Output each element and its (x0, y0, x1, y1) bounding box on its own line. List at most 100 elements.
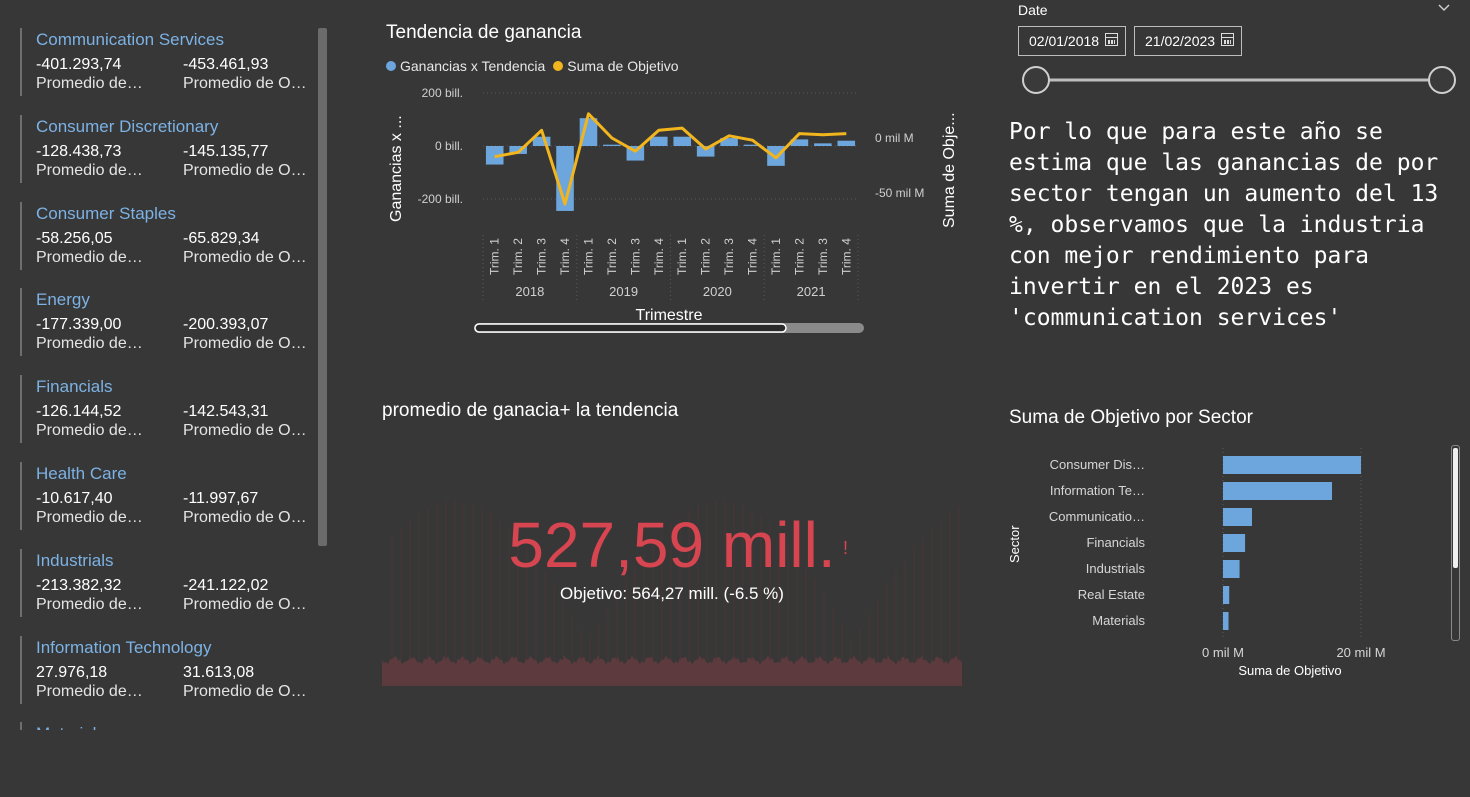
x-axis-title: Suma de Objetivo (1238, 663, 1341, 678)
chevron-down-icon[interactable] (1438, 3, 1450, 13)
sector-card-row[interactable]: Consumer Discretionary -128.438,73 -145.13… (20, 114, 320, 183)
x-quarter-label: Trim. 4 (652, 238, 666, 275)
y-left-tick-label: 0 bill. (435, 139, 463, 153)
sector-card-row[interactable]: Materials (20, 722, 320, 730)
x-tick-label: 0 mil M (1202, 645, 1244, 660)
average-target-label: Promedio de O… (183, 509, 307, 526)
legend-item-ganancias[interactable]: Ganancias x Tendencia (386, 58, 545, 74)
trend-bar[interactable] (649, 136, 668, 146)
sector-name: Consumer Discretionary (36, 116, 219, 136)
x-quarter-label: Trim. 2 (511, 238, 525, 275)
trend-bar[interactable] (532, 136, 551, 146)
start-date-input[interactable]: 02/01/2018 (1018, 26, 1126, 56)
sector-card-row[interactable]: Energy -177.339,00 -200.393,07 Promedio de…… (20, 288, 320, 357)
average-target-value: -241.122,02 (183, 576, 269, 594)
trend-bar[interactable] (696, 146, 715, 157)
sector-card-row[interactable]: Consumer Staples -58.256,05 -65.829,34 Prom… (20, 201, 320, 270)
kpi-trend-area (382, 655, 962, 686)
sector-name: Industrials (36, 550, 114, 570)
sector-bar[interactable] (1223, 560, 1240, 578)
trend-line-objetivo[interactable] (494, 112, 847, 206)
sector-name: Communication Services (36, 30, 225, 49)
trend-bar[interactable] (673, 136, 692, 146)
y-left-tick-label: -200 bill. (418, 192, 463, 206)
y-axis-title: Sector (1007, 525, 1022, 563)
sector-card-row[interactable]: Communication Services -401.293,74 -453.46… (20, 28, 320, 96)
slider-start-handle[interactable] (1022, 66, 1050, 94)
average-target-value: -200.393,07 (183, 316, 269, 334)
sector-card-row[interactable]: Financials -126.144,52 -142.543,31 Promedio… (20, 375, 320, 444)
average-profit-value: -213.382,32 (36, 576, 122, 594)
sector-bar[interactable] (1223, 456, 1361, 474)
trend-bar[interactable] (790, 139, 809, 146)
trend-bar[interactable] (837, 140, 856, 146)
average-target-label: Promedio de O… (183, 335, 307, 353)
date-slicer-label: Date (1018, 2, 1048, 18)
sector-list-scrollbar[interactable] (318, 28, 327, 546)
kpi-trend-spikes (391, 500, 960, 660)
average-profit-value: -128.438,73 (36, 142, 122, 160)
sector-card-row[interactable]: Health Care -10.617,40 -11.997,67 Promedio … (20, 462, 320, 530)
average-target-label: Promedio de O… (183, 161, 307, 179)
calendar-icon[interactable] (1105, 33, 1118, 46)
trend-bar[interactable] (509, 146, 527, 154)
x-quarter-label: Trim. 4 (839, 238, 853, 275)
sector-multirow-card: Communication Services -401.293,74 -453.46… (18, 24, 333, 730)
average-target-value: -65.829,34 (183, 229, 260, 247)
average-profit-label: Promedio de… (36, 595, 143, 613)
trend-bar[interactable] (743, 144, 762, 146)
legend-label-objetivo: Suma de Objetivo (567, 58, 679, 74)
legend-item-objetivo[interactable]: Suma de Objetivo (553, 58, 679, 74)
trend-bar[interactable] (720, 138, 738, 146)
sector-chart-scrollbar[interactable] (1451, 445, 1460, 641)
sector-bar-chart[interactable]: Consumer Dis… Information Te… Communicatio… (1000, 440, 1440, 685)
average-profit-label: Promedio de… (36, 335, 143, 353)
average-profit-label: Promedio de… (36, 509, 143, 526)
sector-card-row[interactable]: Information Technology 27.976,18 31.613,08… (20, 635, 320, 704)
slider-end-handle[interactable] (1428, 66, 1456, 94)
trend-bar[interactable] (603, 144, 621, 146)
sector-bar[interactable] (1223, 534, 1246, 552)
sector-category-label: Consumer Dis… (1050, 457, 1145, 472)
sector-card-row[interactable]: Industrials -213.382,32 -241.122,02 Promedi… (20, 548, 320, 617)
average-profit-value: -401.293,74 (36, 56, 122, 73)
average-profit-label: Promedio de… (36, 75, 143, 92)
sector-name: Energy (36, 290, 90, 310)
y-right-tick-label: -50 mil M (875, 186, 924, 200)
average-profit-label: Promedio de… (36, 682, 143, 700)
x-quarter-label: Trim. 4 (558, 238, 572, 275)
sector-category-label: Financials (1086, 535, 1145, 550)
sector-bar[interactable] (1223, 586, 1230, 604)
x-quarter-label: Trim. 4 (746, 238, 760, 275)
sector-bar[interactable] (1223, 612, 1229, 630)
kpi-alert-icon: ! (843, 538, 849, 558)
trend-chart-title: Tendencia de ganancia (386, 22, 582, 43)
x-quarter-label: Trim. 3 (722, 238, 736, 275)
average-profit-label: Promedio de… (36, 248, 143, 266)
x-quarter-label: Trim. 3 (628, 238, 642, 275)
sector-category-label: Industrials (1086, 561, 1146, 576)
sector-category-label: Real Estate (1078, 587, 1145, 602)
y-right-axis-title: Suma de Obje... (941, 112, 958, 228)
average-profit-value: -58.256,05 (36, 229, 113, 247)
x-quarter-label: Trim. 2 (605, 238, 619, 275)
end-date-input[interactable]: 21/02/2023 (1134, 26, 1242, 56)
sector-name: Materials (36, 724, 105, 730)
sector-name: Consumer Staples (36, 203, 176, 223)
legend-label-ganancias: Ganancias x Tendencia (400, 58, 546, 74)
date-range-slider[interactable] (1015, 62, 1460, 98)
trend-chart-scroll-thumb[interactable] (474, 323, 787, 333)
x-quarter-label: Trim. 3 (535, 238, 549, 275)
trend-chart[interactable]: 200 bill. 0 bill. -200 bill. 0 mil M -50 mil… (380, 80, 980, 340)
trend-bar[interactable] (814, 143, 832, 146)
x-quarter-label: Trim. 1 (582, 238, 596, 275)
x-year-label: 2021 (797, 284, 826, 299)
sector-chart-scroll-thumb[interactable] (1453, 448, 1458, 568)
average-target-value: 31.613,08 (183, 663, 255, 681)
average-target-value: -453.461,93 (183, 56, 269, 73)
calendar-icon[interactable] (1221, 33, 1234, 46)
sector-bar[interactable] (1223, 508, 1252, 526)
average-target-value: -145.135,77 (183, 142, 269, 160)
sector-bar[interactable] (1223, 482, 1333, 500)
y-right-tick-label: 0 mil M (875, 131, 914, 145)
